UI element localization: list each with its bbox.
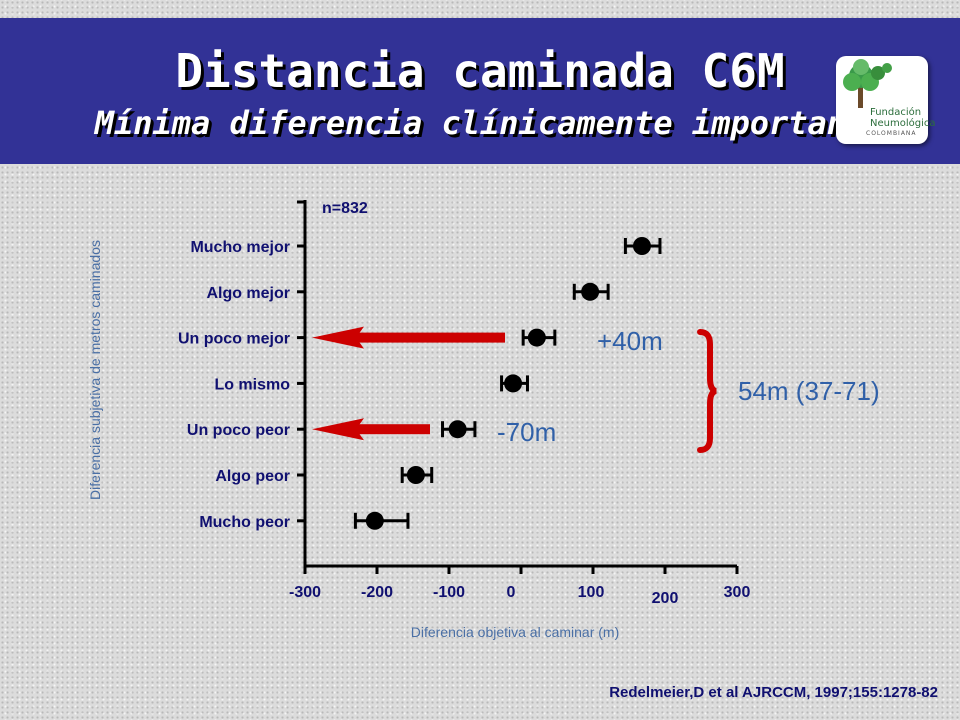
x-tick-label: 0 bbox=[507, 584, 516, 601]
page-subtitle: Mínima diferencia clínicamente important bbox=[94, 104, 866, 142]
sample-size-label: n=832 bbox=[322, 200, 368, 217]
y-tick-label: Algo peor bbox=[215, 468, 290, 485]
annotation-arrow bbox=[312, 418, 430, 441]
x-tick-label: 100 bbox=[578, 584, 605, 601]
annotation-arrow bbox=[312, 326, 505, 349]
y-tick-label: Un poco mejor bbox=[178, 331, 290, 348]
data-point bbox=[632, 237, 651, 255]
y-tick-label: Un poco peor bbox=[187, 422, 290, 439]
range-bracket bbox=[697, 329, 717, 453]
x-tick-label: -200 bbox=[361, 584, 393, 601]
x-tick-label: -100 bbox=[433, 584, 465, 601]
y-tick-label: Mucho peor bbox=[199, 514, 290, 531]
tree-icon bbox=[843, 59, 892, 108]
page-title: Distancia caminada C6M bbox=[175, 44, 785, 98]
logo-text-line3: COLOMBIANA bbox=[866, 130, 917, 137]
x-tick-label: 300 bbox=[724, 584, 751, 601]
data-point bbox=[581, 282, 600, 301]
data-point bbox=[504, 374, 523, 393]
logo-text-line2: Neumológica bbox=[870, 118, 936, 129]
data-point bbox=[365, 511, 384, 530]
y-tick-label: Algo mejor bbox=[206, 285, 290, 302]
title-banner bbox=[0, 18, 960, 164]
x-axis-title: Diferencia objetiva al caminar (m) bbox=[411, 624, 620, 640]
data-point bbox=[527, 328, 546, 347]
x-tick-label: -300 bbox=[289, 584, 321, 601]
x-tick-label: 200 bbox=[652, 590, 679, 607]
data-point bbox=[448, 420, 467, 439]
citation: Redelmeier,D et al AJRCCM, 1997;155:1278… bbox=[609, 684, 938, 701]
y-tick-label: Lo mismo bbox=[214, 376, 290, 393]
foundation-logo: Fundación Neumológica COLOMBIANA bbox=[836, 56, 936, 144]
logo-text-line1: Fundación bbox=[870, 107, 922, 118]
range-label: 54m (37-71) bbox=[738, 376, 880, 406]
data-point bbox=[406, 466, 425, 484]
y-tick-label: Mucho mejor bbox=[190, 239, 290, 256]
annotation-plus-label: +40m bbox=[597, 326, 663, 356]
annotation-minus-label: -70m bbox=[497, 417, 556, 447]
